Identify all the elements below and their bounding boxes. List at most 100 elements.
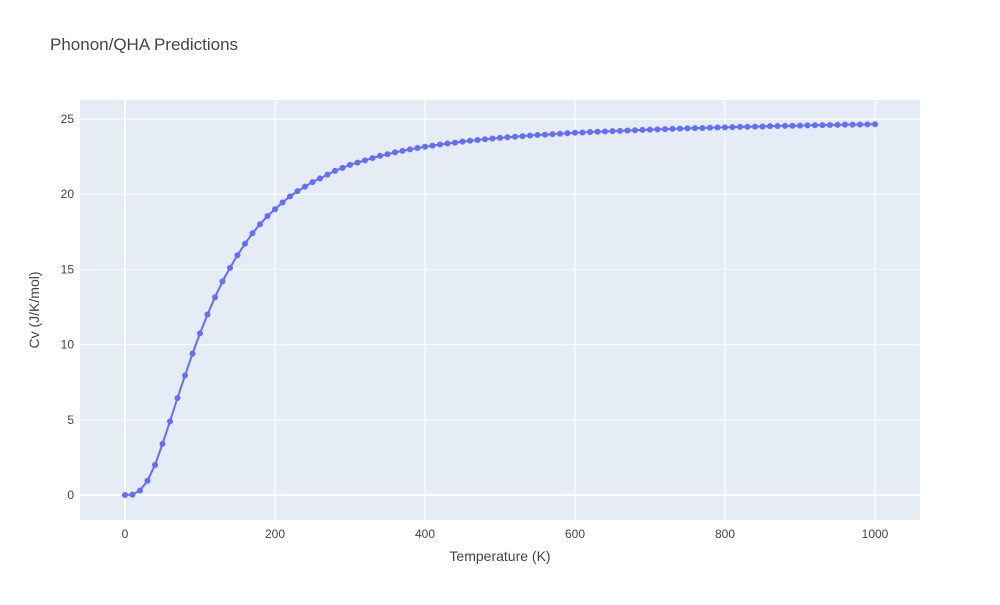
data-point bbox=[827, 121, 833, 128]
data-point bbox=[737, 123, 743, 130]
data-point bbox=[572, 129, 578, 136]
data-point bbox=[714, 124, 721, 131]
data-point bbox=[182, 372, 188, 379]
data-point bbox=[234, 252, 241, 259]
data-point bbox=[489, 135, 496, 142]
y-tick-label: 15 bbox=[61, 262, 75, 276]
data-point bbox=[654, 126, 661, 133]
data-point bbox=[309, 179, 316, 186]
data-point bbox=[257, 221, 263, 228]
data-point bbox=[294, 188, 301, 195]
data-point bbox=[384, 151, 391, 158]
data-point bbox=[369, 155, 376, 162]
data-point bbox=[512, 133, 518, 140]
data-point bbox=[167, 418, 173, 425]
y-axis-title: Cv (J/K/mol) bbox=[26, 272, 42, 349]
data-point bbox=[437, 141, 443, 148]
data-point bbox=[504, 134, 511, 141]
data-point bbox=[849, 121, 856, 128]
data-point bbox=[377, 152, 383, 159]
data-point bbox=[242, 240, 248, 247]
data-point bbox=[857, 121, 863, 128]
data-point bbox=[174, 395, 181, 402]
data-point bbox=[699, 124, 706, 131]
x-axis-title: Temperature (K) bbox=[449, 548, 550, 564]
data-point bbox=[872, 121, 878, 128]
data-point bbox=[227, 264, 233, 271]
data-point bbox=[624, 127, 631, 134]
data-point bbox=[482, 136, 488, 143]
y-tick-label: 5 bbox=[67, 413, 74, 427]
data-point bbox=[422, 143, 428, 150]
data-point bbox=[264, 212, 271, 219]
data-point bbox=[144, 477, 151, 484]
data-point bbox=[647, 126, 653, 133]
data-point bbox=[407, 146, 413, 153]
data-point bbox=[549, 131, 556, 138]
data-point bbox=[249, 230, 256, 237]
y-tick-label: 10 bbox=[61, 338, 75, 352]
data-point bbox=[129, 491, 136, 498]
data-point bbox=[122, 492, 128, 499]
data-point bbox=[519, 133, 526, 140]
data-point bbox=[812, 122, 818, 129]
data-point bbox=[332, 167, 338, 174]
data-point bbox=[497, 134, 503, 141]
data-point bbox=[324, 171, 331, 178]
data-point bbox=[842, 121, 848, 128]
x-tick-label: 1000 bbox=[862, 527, 889, 541]
x-tick-label: 200 bbox=[265, 527, 285, 541]
data-point bbox=[564, 130, 571, 137]
data-point bbox=[797, 122, 803, 129]
data-point bbox=[399, 147, 406, 154]
data-point bbox=[272, 206, 278, 213]
data-point bbox=[639, 126, 646, 133]
data-point bbox=[722, 124, 728, 131]
data-point bbox=[452, 139, 458, 146]
chart-title: Phonon/QHA Predictions bbox=[50, 35, 238, 54]
data-point bbox=[804, 122, 811, 129]
data-point bbox=[864, 121, 871, 128]
data-point bbox=[632, 127, 638, 134]
data-point bbox=[819, 122, 826, 129]
data-point bbox=[467, 137, 473, 144]
data-point bbox=[729, 124, 736, 131]
data-point bbox=[557, 130, 563, 137]
data-point bbox=[617, 127, 623, 134]
x-tick-label: 600 bbox=[565, 527, 585, 541]
data-point bbox=[279, 199, 286, 206]
data-point bbox=[212, 294, 218, 301]
data-point bbox=[339, 164, 346, 171]
data-point bbox=[197, 330, 203, 337]
data-point bbox=[354, 159, 361, 166]
data-point bbox=[767, 123, 773, 130]
data-point bbox=[662, 126, 668, 133]
data-point bbox=[834, 121, 841, 128]
data-point bbox=[152, 461, 158, 468]
data-point bbox=[347, 161, 353, 168]
y-tick-label: 0 bbox=[67, 488, 74, 502]
data-point bbox=[137, 487, 143, 494]
y-tick-label: 20 bbox=[61, 187, 75, 201]
data-point bbox=[707, 124, 713, 131]
data-point bbox=[594, 128, 601, 135]
data-point bbox=[444, 140, 451, 147]
data-point bbox=[219, 278, 226, 285]
x-tick-label: 800 bbox=[715, 527, 735, 541]
data-point bbox=[414, 144, 421, 151]
data-point bbox=[204, 311, 211, 318]
plot-area bbox=[80, 100, 920, 520]
data-point bbox=[474, 137, 481, 144]
data-point bbox=[587, 129, 593, 136]
data-point bbox=[684, 125, 691, 132]
data-point bbox=[429, 142, 436, 149]
data-point bbox=[774, 123, 781, 130]
x-tick-label: 400 bbox=[415, 527, 435, 541]
data-point bbox=[744, 123, 751, 130]
data-point bbox=[459, 138, 466, 145]
data-point bbox=[534, 132, 541, 139]
data-point bbox=[542, 131, 548, 138]
data-point bbox=[759, 123, 766, 130]
data-point bbox=[602, 128, 608, 135]
